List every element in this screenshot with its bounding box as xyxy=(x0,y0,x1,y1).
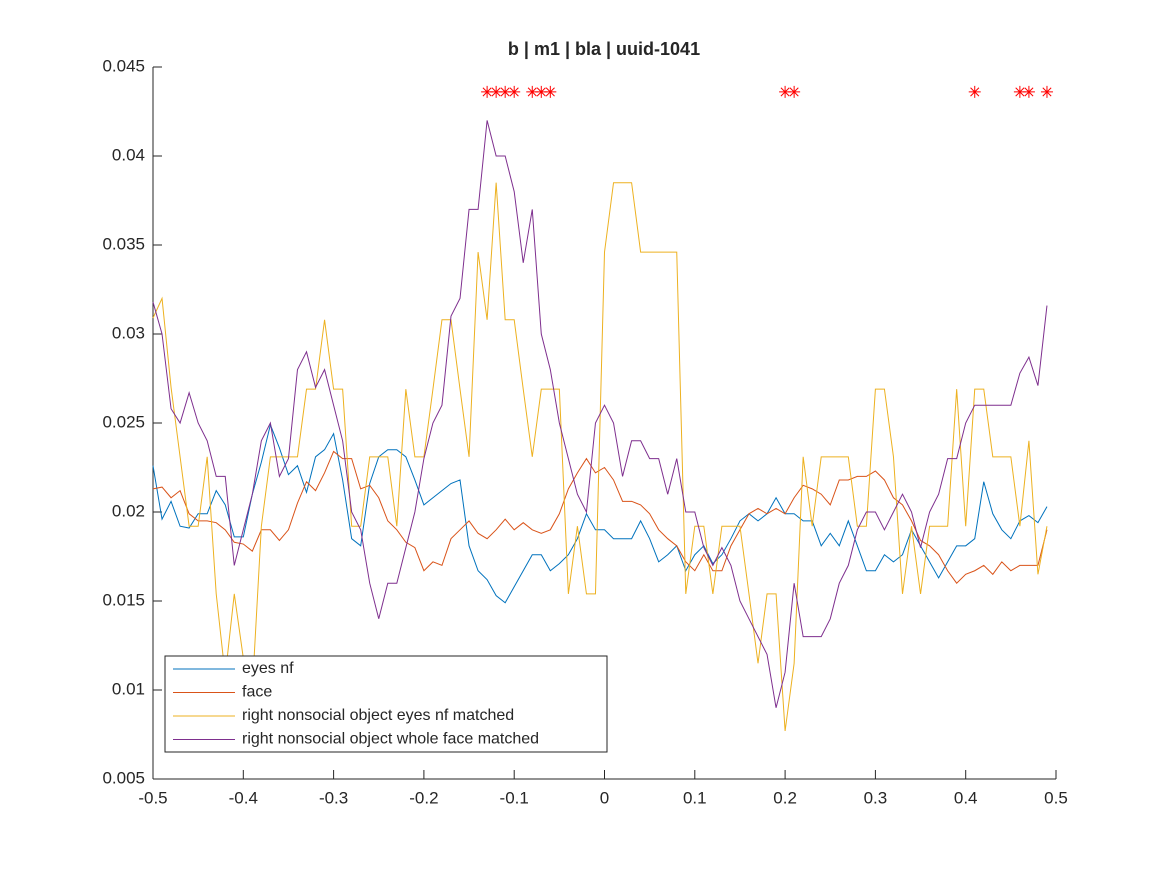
x-tick-label: -0.4 xyxy=(229,788,258,807)
x-tick-label: -0.5 xyxy=(138,788,167,807)
legend-label: right nonsocial object eyes nf matched xyxy=(242,707,514,724)
y-tick-label: 0.015 xyxy=(102,590,145,609)
significance-marker xyxy=(544,85,557,98)
x-tick-label: 0.5 xyxy=(1044,788,1068,807)
series-line xyxy=(152,182,1048,732)
significance-marker xyxy=(1013,85,1026,98)
y-tick-label: 0.005 xyxy=(102,768,145,787)
legend-label: eyes nf xyxy=(242,660,294,677)
y-tick-label: 0.035 xyxy=(102,234,145,253)
legend-label: face xyxy=(242,684,272,701)
series-line xyxy=(152,423,1048,604)
significance-marker xyxy=(535,85,548,98)
significance-marker xyxy=(788,85,801,98)
y-tick-label: 0.03 xyxy=(112,323,145,342)
significance-marker xyxy=(526,85,539,98)
legend-box xyxy=(164,655,608,753)
x-tick-label: -0.3 xyxy=(319,788,348,807)
significance-marker xyxy=(1022,85,1035,98)
y-tick-label: 0.02 xyxy=(112,501,145,520)
series-line xyxy=(152,450,1048,584)
chart-title: b | m1 | bla | uuid-1041 xyxy=(508,39,700,59)
significance-marker xyxy=(499,85,512,98)
significance-marker xyxy=(490,85,503,98)
y-tick-label: 0.025 xyxy=(102,412,145,431)
x-tick-label: 0 xyxy=(600,788,609,807)
x-tick-label: -0.1 xyxy=(500,788,529,807)
x-tick-label: 0.4 xyxy=(954,788,978,807)
x-tick-label: 0.3 xyxy=(864,788,888,807)
legend-label: right nonsocial object whole face matche… xyxy=(242,731,539,748)
significance-marker xyxy=(779,85,792,98)
significance-marker xyxy=(481,85,494,98)
series-line xyxy=(152,120,1048,708)
significance-marker xyxy=(968,85,981,98)
y-tick-label: 0.04 xyxy=(112,145,145,164)
x-tick-label: -0.2 xyxy=(409,788,438,807)
x-tick-label: 0.2 xyxy=(773,788,797,807)
y-tick-label: 0.01 xyxy=(112,679,145,698)
y-tick-label: 0.045 xyxy=(102,56,145,75)
x-tick-label: 0.1 xyxy=(683,788,707,807)
significance-marker xyxy=(508,85,521,98)
significance-marker xyxy=(1040,85,1053,98)
